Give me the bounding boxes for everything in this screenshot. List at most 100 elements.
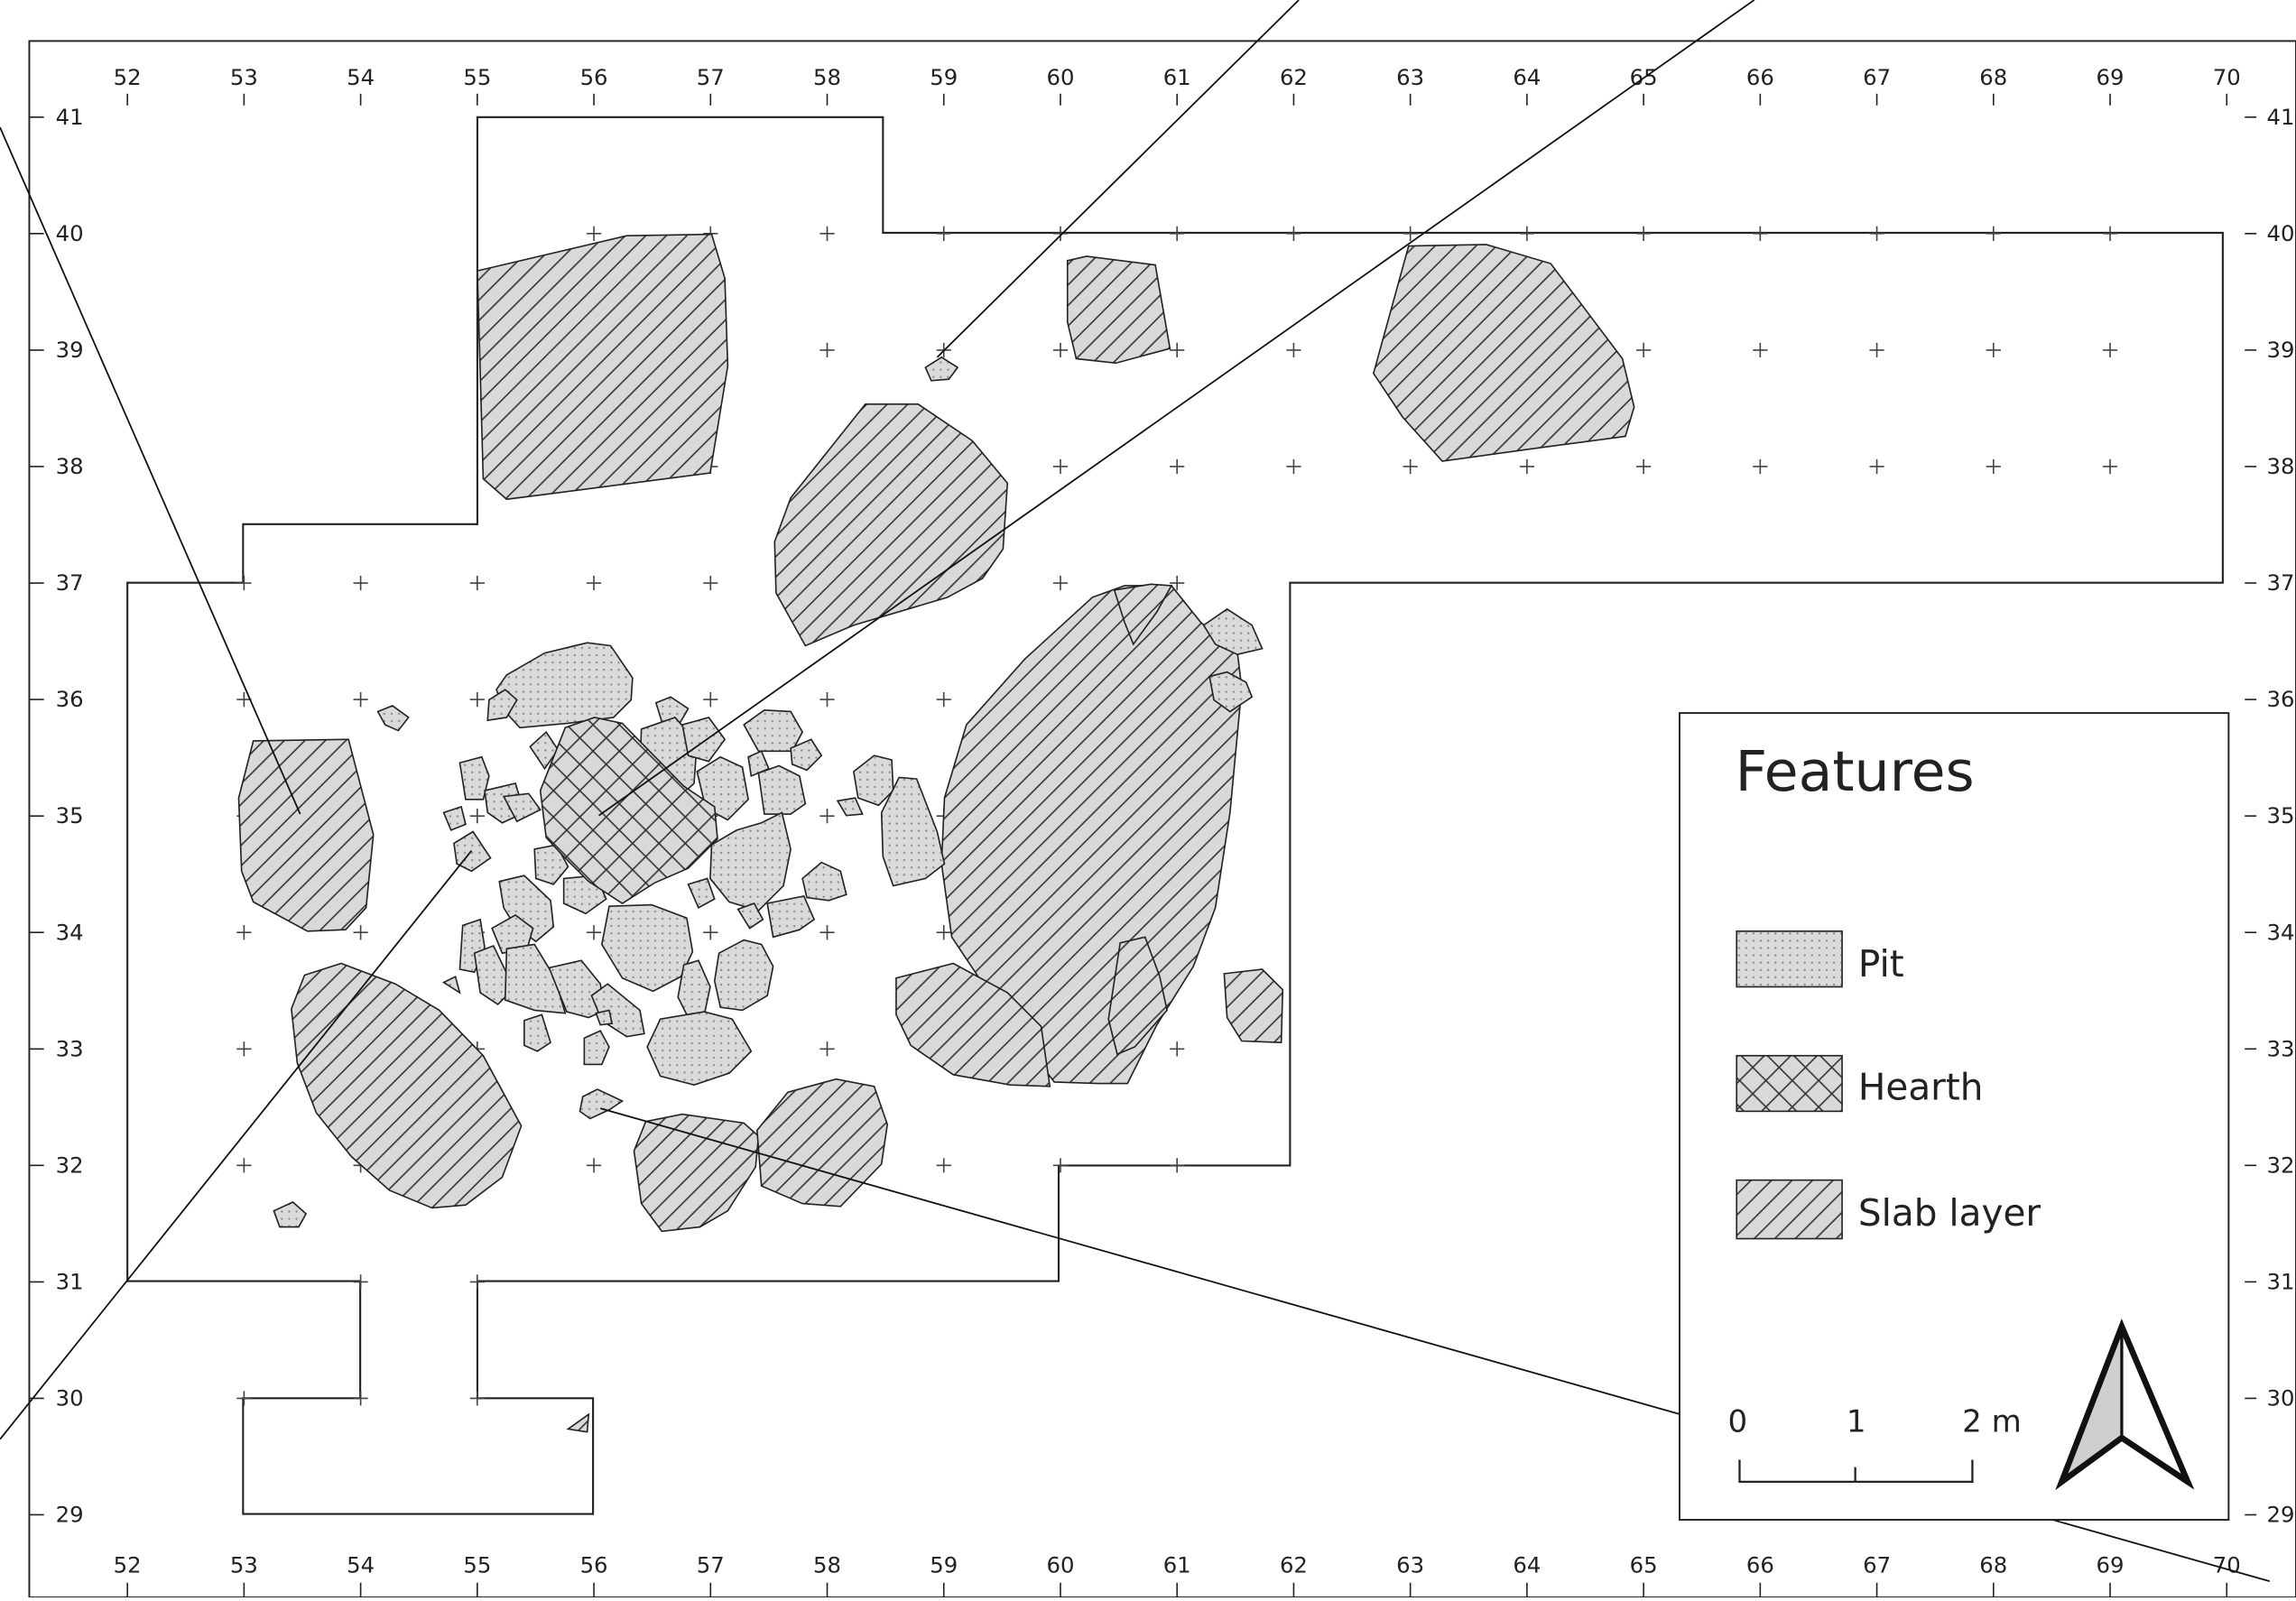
- legend-label-pit: Pit: [1858, 942, 1904, 986]
- excavation-outline: [126, 116, 2224, 1515]
- x-tick-label: 68: [1979, 64, 2007, 90]
- grid-cross: [1986, 458, 2001, 475]
- hearth-feature: [539, 717, 718, 904]
- grid-cross: [1052, 458, 1069, 475]
- x-tick-label: 60: [1046, 1551, 1074, 1578]
- x-tick-label: 55: [463, 64, 491, 90]
- scale-bar: 0 1 2 m: [1727, 1404, 2022, 1483]
- x-tick-label: 59: [930, 64, 958, 90]
- x-tick-label: 59: [930, 1551, 958, 1578]
- grid-cross: [469, 575, 485, 591]
- y-tick-label: 35: [56, 802, 84, 828]
- grid-cross: [936, 925, 951, 940]
- grid-cross: [819, 691, 835, 708]
- x-tick-label: 65: [1630, 1551, 1658, 1578]
- leader-line: [598, 0, 1755, 817]
- y-tick-label: 30: [2267, 1385, 2295, 1411]
- grid-cross: [1519, 226, 1535, 241]
- y-tick-label: 30: [56, 1385, 84, 1411]
- pit-feature: [495, 642, 634, 729]
- grid-cross: [236, 691, 252, 708]
- x-tick-label: 54: [347, 64, 375, 90]
- pit-feature: [681, 717, 727, 763]
- slab-feature: [755, 1078, 889, 1208]
- pit-feature: [523, 1013, 551, 1052]
- grid-cross: [1052, 1158, 1069, 1173]
- grid-cross: [1286, 458, 1301, 475]
- pit-feature: [502, 792, 542, 823]
- y-tick-label: 34: [56, 919, 84, 945]
- grid-cross: [1052, 575, 1069, 591]
- pit-feature: [801, 861, 847, 902]
- grid-cross: [1519, 458, 1535, 475]
- grid-cross: [236, 1158, 252, 1173]
- y-tick-label: 38: [56, 453, 84, 479]
- y-tick-label: 31: [2267, 1268, 2295, 1294]
- grid-cross: [586, 226, 602, 241]
- scale-label-2m: 2 m: [1962, 1404, 2022, 1440]
- leader-line: [936, 0, 1300, 358]
- grid-cross: [2102, 226, 2118, 241]
- x-tick-label: 69: [2097, 64, 2125, 90]
- grid-cross: [236, 925, 252, 940]
- slab-layer-features: [237, 233, 1635, 1433]
- grid-cross: [936, 226, 951, 241]
- grid-cross: [1403, 226, 1418, 241]
- legend-title: Features: [1736, 739, 1975, 804]
- y-tick-label: 37: [2267, 569, 2295, 596]
- x-tick-label: 70: [2213, 1551, 2241, 1578]
- grid-cross: [1052, 342, 1069, 358]
- grid-cross: [586, 575, 602, 591]
- x-tick-label: 61: [1163, 64, 1191, 90]
- x-tick-label: 63: [1396, 64, 1424, 90]
- x-tick-label: 58: [813, 1551, 841, 1578]
- pit-feature: [442, 805, 467, 831]
- y-tick-label: 41: [56, 104, 84, 130]
- grid-cross: [819, 226, 835, 241]
- slab-feature: [477, 233, 729, 501]
- legend-swatch-hearth: [1736, 1054, 1843, 1113]
- slab-feature: [773, 403, 1009, 647]
- legend-swatch-slab: [1736, 1179, 1843, 1240]
- y-tick-label: 39: [2267, 337, 2295, 363]
- grid-cross: [586, 925, 602, 940]
- grid-cross: [1753, 342, 1768, 358]
- grid-cross: [1170, 226, 1185, 241]
- pit-feature: [590, 983, 645, 1038]
- grid-cross: [469, 1391, 485, 1406]
- y-tick-label: 32: [2267, 1152, 2295, 1178]
- grid-cross: [1170, 1041, 1185, 1057]
- grid-cross: [1753, 226, 1768, 241]
- pit-feature: [486, 689, 518, 722]
- grid-cross: [819, 925, 835, 940]
- pit-feature: [743, 709, 804, 753]
- grid-cross: [2102, 458, 2118, 475]
- grid-cross: [469, 1274, 485, 1290]
- grid-cross: [936, 1158, 951, 1173]
- x-tick-label: 60: [1046, 64, 1074, 90]
- grid-cross: [236, 1391, 252, 1406]
- pit-feature: [504, 943, 567, 1014]
- y-axis-right: 41 40 39 38 37 36 35 34 33 32 31 30 29: [2245, 104, 2295, 1528]
- pit-feature: [491, 914, 534, 955]
- x-tick-label: 67: [1863, 1551, 1891, 1578]
- pit-feature: [736, 902, 764, 930]
- x-tick-label: 70: [2213, 64, 2241, 90]
- grid-cross: [1636, 342, 1652, 358]
- grid-cross: [236, 1041, 252, 1057]
- y-tick-label: 40: [2267, 220, 2295, 246]
- leader-line: [0, 126, 301, 815]
- grid-cross: [353, 1274, 368, 1290]
- grid-cross: [1869, 226, 1884, 241]
- x-tick-label: 63: [1396, 1551, 1424, 1578]
- grid-cross: [1170, 575, 1185, 591]
- grid-cross: [1986, 342, 2001, 358]
- pit-feature: [376, 705, 410, 732]
- grid-cross: [1636, 458, 1652, 475]
- slab-feature: [633, 1113, 760, 1233]
- grid-cross: [353, 925, 368, 940]
- x-tick-label: 69: [2097, 1551, 2125, 1578]
- x-tick-label: 64: [1513, 1551, 1541, 1578]
- y-tick-label: 33: [2267, 1035, 2295, 1061]
